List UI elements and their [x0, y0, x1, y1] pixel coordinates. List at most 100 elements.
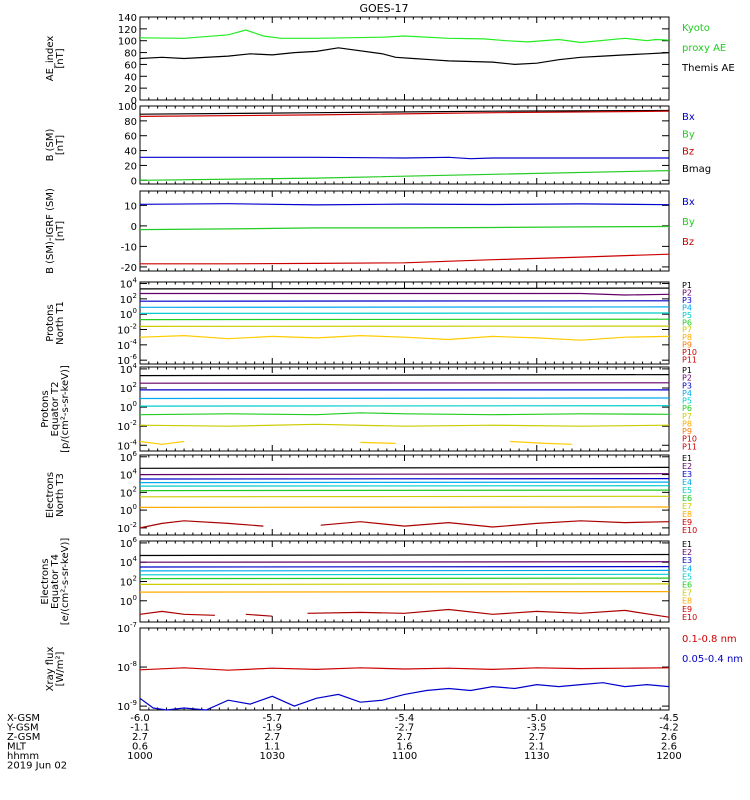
- footer-value: -1.9: [262, 723, 282, 734]
- y-axis-label: [nT]: [55, 48, 66, 68]
- panel-et4: 106 104 102 100 Electrons Equator T4 [e/(cm²-s…: [40, 536, 697, 625]
- legend-entry: Themis AE: [681, 63, 735, 74]
- footer-row-label: Z-GSM: [7, 732, 40, 743]
- y-tick-label: 140: [118, 13, 137, 24]
- legend-entry: P7: [682, 412, 692, 421]
- legend-entry: E3: [682, 556, 692, 565]
- series-e2: [139, 561, 670, 563]
- series-p8: [139, 334, 670, 341]
- legend-entry: P8: [682, 419, 692, 428]
- footer-value: 1100: [392, 751, 417, 762]
- footer-value: 1030: [260, 751, 285, 762]
- series-e7: [139, 495, 670, 498]
- footer-row-label: MLT: [7, 742, 27, 753]
- footer-value: -4.2: [659, 723, 679, 734]
- footer-value: 1130: [524, 751, 549, 762]
- panel-frame: [139, 190, 670, 272]
- legend-entry: Bmag: [682, 164, 711, 175]
- y-tick-label: 10-2: [117, 521, 137, 535]
- footer-value: -6.0: [130, 713, 150, 724]
- footer-value: 2.7: [397, 732, 413, 743]
- series-p1: [139, 287, 670, 290]
- y-tick-label: 20: [124, 161, 137, 172]
- series-e7: [139, 583, 670, 586]
- legend-entry: P1: [682, 281, 692, 290]
- y-tick-label: 120: [118, 25, 137, 36]
- legend-entry: Bx: [682, 112, 695, 123]
- legend-entry: E10: [682, 613, 697, 622]
- legend-entry: P1: [682, 366, 692, 375]
- footer-value: 1200: [656, 751, 681, 762]
- series-themis-ae: [139, 47, 670, 66]
- footer-value: 2.7: [132, 732, 148, 743]
- series-0-05-0-4-nm: [139, 682, 670, 711]
- orbit-footer-table: X-GSM -6.0 -5.7 -5.4 -5.0 -4.5 Y-GSM -1.1 -1.9 -2…: [6, 713, 682, 772]
- series-e5: [139, 573, 670, 576]
- y-tick-label: 10-2: [117, 419, 137, 433]
- legend-entry: P10: [682, 348, 697, 357]
- legend-entry: Bz: [682, 147, 694, 158]
- y-tick-label: 10: [124, 201, 137, 212]
- y-tick-label: 80: [124, 117, 137, 128]
- legend-entry: E5: [682, 486, 692, 495]
- legend-entry: P11: [682, 356, 697, 365]
- legend-entry: P5: [682, 311, 692, 320]
- y-axis-label: [e/(cm²-s-sr-keV)]: [60, 538, 71, 626]
- y-tick-label: 102: [120, 381, 137, 395]
- y-tick-label: 80: [124, 49, 137, 60]
- legend-entry: Bx: [682, 197, 695, 208]
- y-tick-label: 102: [120, 292, 137, 306]
- footer-value: 2.7: [264, 732, 280, 743]
- series-e9a: [139, 520, 264, 529]
- panel-pt2: 104 102 100 10-2 10-4 Protons Equator T2 [p/(cm…: [40, 362, 697, 453]
- series-e9b: [320, 520, 670, 528]
- y-tick-label: -20: [121, 263, 137, 274]
- footer-value: -5.4: [395, 713, 415, 724]
- legend-entry: P2: [682, 374, 692, 383]
- footer-date: 2019 Jun 02: [7, 761, 67, 772]
- y-axis-label: [nT]: [55, 221, 66, 241]
- legend-entry: proxy AE: [682, 43, 726, 54]
- y-axis-label: [p/(cm²-s-sr-keV)]: [60, 365, 71, 453]
- legend-entry: E2: [682, 548, 692, 557]
- y-tick-label: 10-9: [117, 699, 137, 713]
- y-axis-label: AE_index: [45, 36, 56, 82]
- chart-title: GOES-17: [359, 2, 408, 15]
- y-tick-label: 10-6: [117, 353, 137, 367]
- footer-value: -1.1: [130, 723, 150, 734]
- y-tick-label: 10-8: [117, 660, 137, 674]
- y-tick-label: 60: [124, 60, 137, 71]
- footer-value: 1.1: [264, 742, 280, 753]
- y-tick-label: 40: [124, 147, 137, 158]
- y-tick-label: 100: [120, 503, 137, 517]
- legend-entry: P5: [682, 397, 692, 406]
- y-tick-label: 10-4: [117, 438, 137, 452]
- series-p6: [139, 412, 670, 416]
- legend-entry: P2: [682, 288, 692, 297]
- series-by: [139, 170, 670, 181]
- series-e2: [139, 473, 670, 476]
- legend-entry: E1: [682, 540, 692, 549]
- series-e8: [139, 590, 670, 593]
- panel-bigrf: -20 -10 0 10 B (SM)-IGRF (SM) [nT] Bx By Bz: [45, 188, 695, 274]
- y-axis-label: Xray flux: [45, 647, 56, 692]
- legend-entry: E9: [682, 518, 692, 527]
- legend-entry: P7: [682, 326, 692, 335]
- panel-frame: [139, 366, 670, 452]
- y-axis-label: [nT]: [55, 135, 66, 155]
- y-axis-label: North T1: [55, 301, 66, 345]
- legend-entry: P9: [682, 427, 692, 436]
- footer-value: 1000: [127, 751, 152, 762]
- legend-entry: Bz: [682, 237, 694, 248]
- y-axis-label: [W/m²]: [55, 651, 66, 686]
- series-p9a: [139, 440, 185, 445]
- legend-entry: E9: [682, 605, 692, 614]
- y-axis-label: North T3: [55, 473, 66, 517]
- legend-entry: E4: [682, 564, 692, 573]
- y-axis-label: Protons: [45, 304, 56, 341]
- y-axis-label: B (SM): [45, 128, 56, 161]
- legend-entry: By: [682, 217, 695, 228]
- footer-value: -2.7: [395, 723, 415, 734]
